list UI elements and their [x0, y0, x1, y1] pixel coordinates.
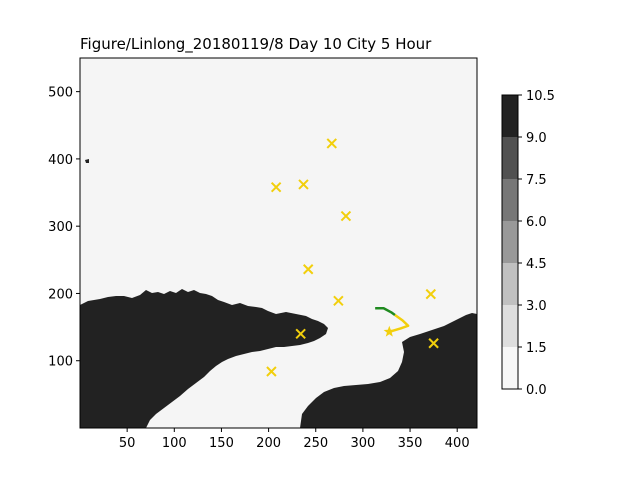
city-marker [425, 288, 437, 300]
city-marker [340, 210, 352, 222]
x-axis: 50 100 150 200 250 300 350 400 [119, 428, 470, 451]
start-star-marker [383, 325, 396, 337]
colorbar-tick-label: 6.0 [526, 215, 547, 230]
y-tick-label: 500 [48, 86, 73, 101]
city-marker [295, 328, 306, 340]
land-islet [85, 159, 89, 163]
plot-frame [79, 57, 478, 429]
colorbar-tick-label: 10.5 [526, 89, 555, 104]
marker-layer [266, 138, 439, 377]
city-marker [266, 366, 277, 377]
city-marker [333, 295, 344, 307]
city-marker [270, 181, 282, 193]
city-marker [326, 138, 337, 149]
x-tick-label: 100 [162, 436, 187, 451]
colorbar-band [502, 263, 518, 305]
colorbar-tick-label: 3.0 [526, 299, 547, 314]
colorbar-band [502, 347, 518, 389]
colorbar-tick-label: 7.5 [526, 173, 547, 188]
colorbar: 0.0 1.5 3.0 4.5 6.0 7.5 9.0 10.5 [501, 89, 555, 398]
colorbar-ticks: 0.0 1.5 3.0 4.5 6.0 7.5 9.0 10.5 [518, 89, 555, 398]
x-tick-label: 50 [119, 436, 136, 451]
colorbar-tick-label: 0.0 [526, 383, 547, 398]
x-tick-label: 300 [350, 436, 375, 451]
colorbar-frame [501, 94, 519, 390]
route-layer [375, 307, 410, 333]
x-tick-label: 400 [445, 436, 470, 451]
city-marker [298, 179, 309, 190]
colorbar-tick-label: 9.0 [526, 131, 547, 146]
city-marker [302, 264, 314, 275]
x-tick-label: 150 [209, 436, 234, 451]
chart-title: Figure/Linlong_20180119/8 Day 10 City 5 … [80, 35, 432, 54]
route-green [375, 307, 396, 316]
colorbar-band [502, 95, 518, 137]
y-tick-label: 100 [48, 355, 73, 370]
y-tick-label: 200 [48, 287, 73, 302]
colorbar-band [502, 221, 518, 263]
x-tick-label: 350 [398, 436, 423, 451]
colorbar-band [502, 137, 518, 179]
x-tick-label: 200 [256, 436, 281, 451]
y-tick-label: 400 [48, 153, 73, 168]
land-west [80, 289, 328, 428]
y-axis: 100 200 300 400 500 [48, 86, 80, 370]
colorbar-band [502, 305, 518, 347]
colorbar-tick-label: 4.5 [526, 257, 547, 272]
y-tick-label: 300 [48, 220, 73, 235]
city-marker [428, 338, 439, 349]
colorbar-bands [502, 95, 518, 389]
colorbar-band [502, 179, 518, 221]
plot-area [79, 57, 478, 429]
x-tick-label: 250 [303, 436, 328, 451]
colorbar-tick-label: 1.5 [526, 341, 547, 356]
route-yellow [388, 313, 410, 333]
